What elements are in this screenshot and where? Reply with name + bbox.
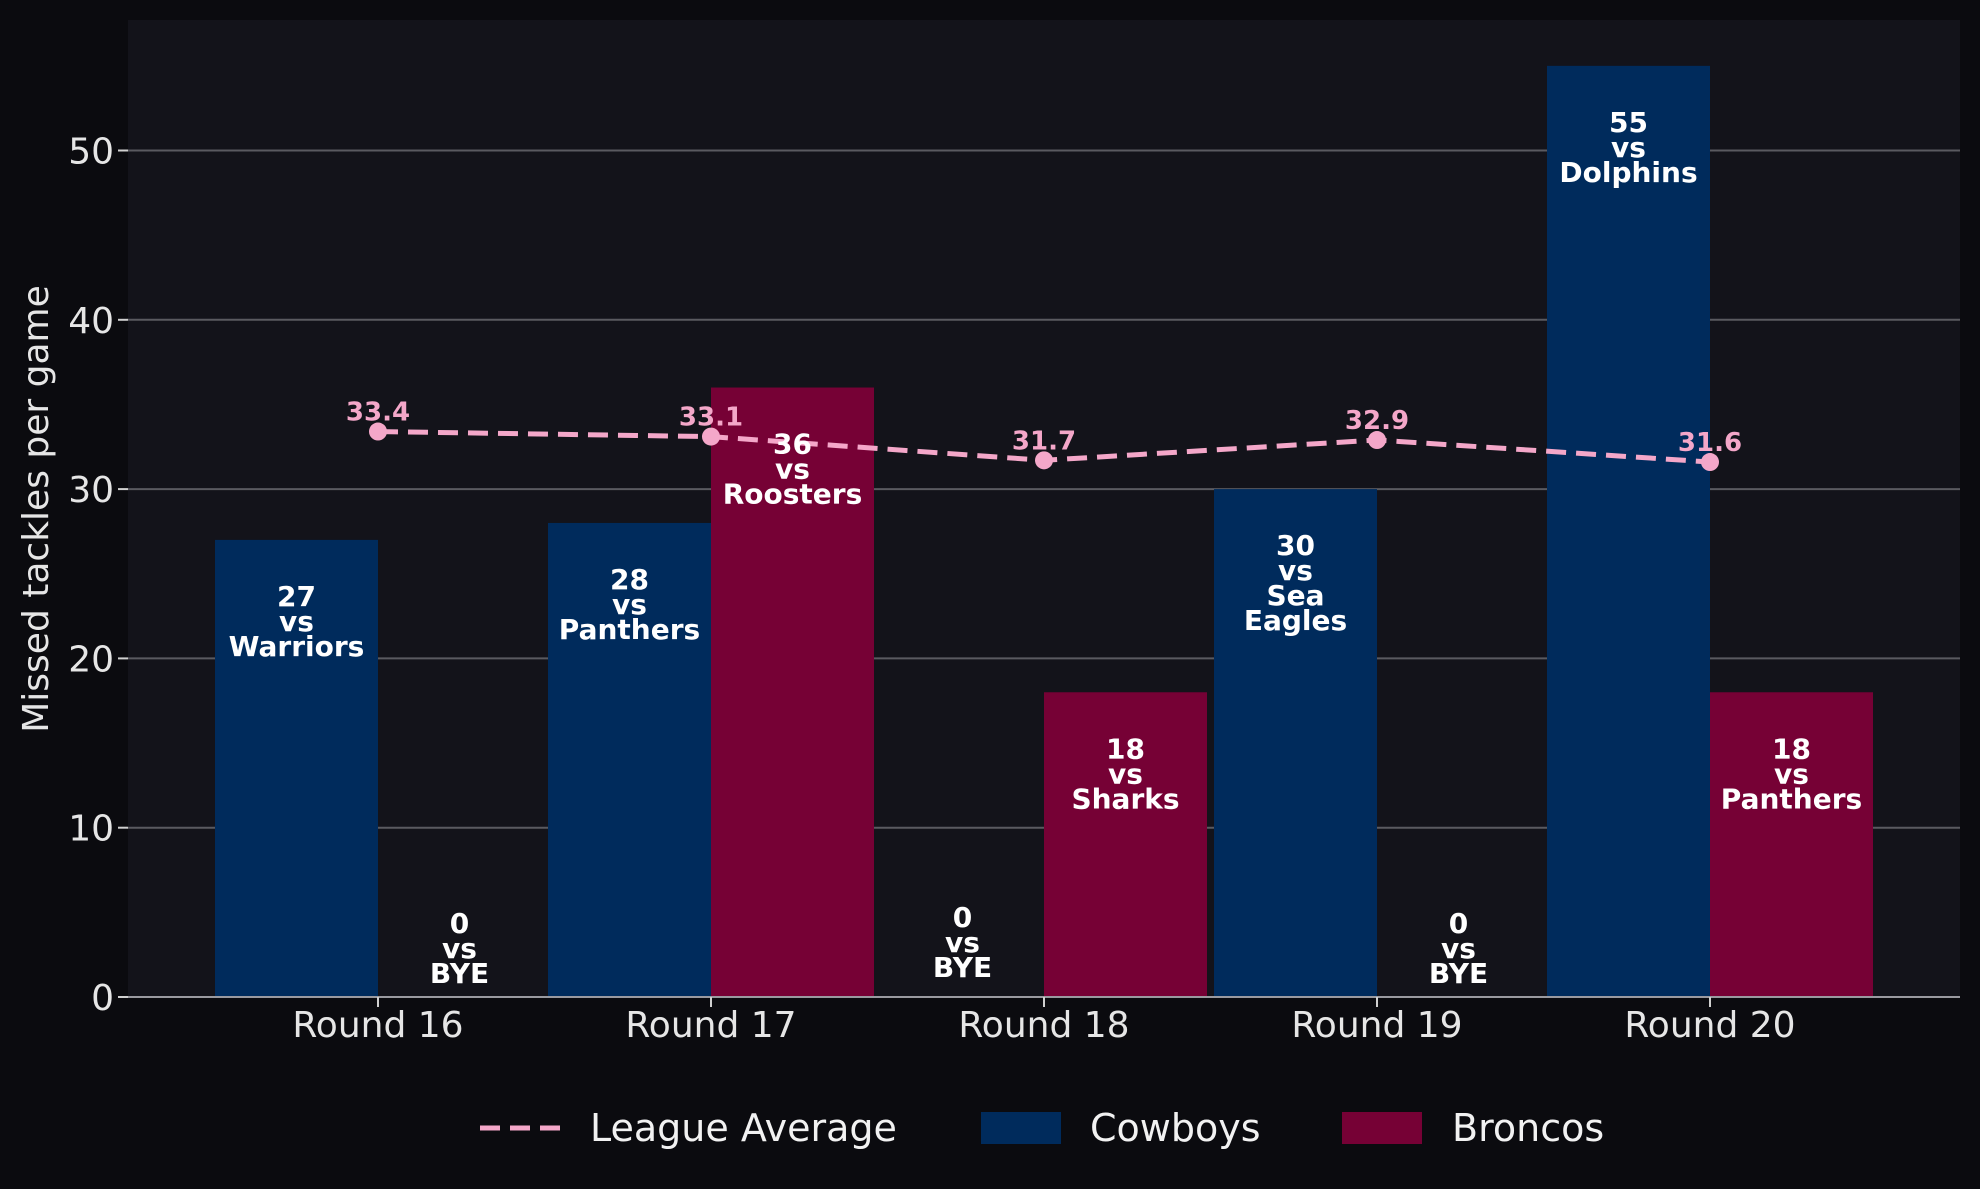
bar-label-broncos-1: 36 vs Roosters	[723, 428, 863, 511]
x-tick-label-1: Round 17	[625, 1005, 796, 1046]
bar-label-cowboys-3: 30 vs Sea Eagles	[1244, 529, 1347, 637]
y-tick-label-20: 20	[68, 639, 114, 680]
bar-cowboys-4	[1547, 65, 1710, 998]
bar-label-broncos-4: 18 vs Panthers	[1721, 732, 1862, 815]
axes: 0 10 20 30 40 50 Round 16 Round 17 Round 18 Round…	[16, 132, 1960, 1046]
y-axis-title: Missed tackles per game	[16, 285, 57, 733]
data-labels: 27 vs Warriors 28 vs Panthers 0 vs BYE 30 vs Sea Eag…	[229, 106, 1863, 990]
bar-broncos-1	[711, 387, 874, 997]
legend: League Average Cowboys Broncos	[480, 1106, 1604, 1150]
league-average-point-0	[369, 422, 387, 441]
legend-label-cowboys: Cowboys	[1090, 1106, 1261, 1150]
x-tick-label-3: Round 19	[1291, 1005, 1462, 1046]
league-average-line: 33.4 33.1 31.7 32.9 31.6	[346, 398, 1742, 472]
bar-label-broncos-0: 0 vs BYE	[430, 907, 489, 990]
league-average-point-2	[1035, 451, 1053, 470]
x-tick-label-0: Round 16	[292, 1005, 463, 1046]
y-tick-label-0: 0	[91, 978, 114, 1019]
legend-swatch-cowboys	[981, 1112, 1061, 1144]
legend-label-league-average: League Average	[590, 1106, 897, 1150]
league-average-point-4	[1701, 453, 1719, 472]
league-average-label-4: 31.6	[1678, 428, 1742, 458]
bar-broncos-2	[1044, 692, 1207, 997]
bar-label-broncos-2: 18 vs Sharks	[1071, 732, 1179, 815]
y-tick-label-40: 40	[68, 301, 114, 342]
bar-label-cowboys-4: 55 vs Dolphins	[1559, 106, 1697, 189]
league-average-label-1: 33.1	[679, 403, 743, 433]
x-tick-label-2: Round 18	[958, 1005, 1129, 1046]
bar-broncos-4	[1710, 692, 1873, 997]
league-average-point-3	[1368, 431, 1386, 450]
y-tick-label-30: 30	[68, 470, 114, 511]
league-average-label-0: 33.4	[346, 398, 410, 428]
bar-label-broncos-3: 0 vs BYE	[1429, 907, 1488, 990]
league-average-label-3: 32.9	[1345, 406, 1409, 436]
legend-swatch-broncos	[1342, 1112, 1422, 1144]
bar-cowboys-0	[215, 539, 378, 997]
bar-label-cowboys-1: 28 vs Panthers	[559, 563, 700, 646]
y-tick-label-10: 10	[68, 809, 114, 850]
league-average-label-2: 31.7	[1012, 426, 1076, 456]
x-tick-label-4: Round 20	[1624, 1005, 1795, 1046]
bar-label-cowboys-0: 27 vs Warriors	[229, 580, 365, 663]
bar-label-cowboys-2: 0 vs BYE	[933, 901, 992, 984]
bar-cowboys-1	[548, 522, 711, 997]
legend-label-broncos: Broncos	[1452, 1106, 1604, 1150]
bars	[215, 65, 1873, 998]
y-tick-label-50: 50	[68, 132, 114, 173]
league-average-point-1	[702, 427, 720, 446]
bar-cowboys-3	[1214, 489, 1377, 997]
